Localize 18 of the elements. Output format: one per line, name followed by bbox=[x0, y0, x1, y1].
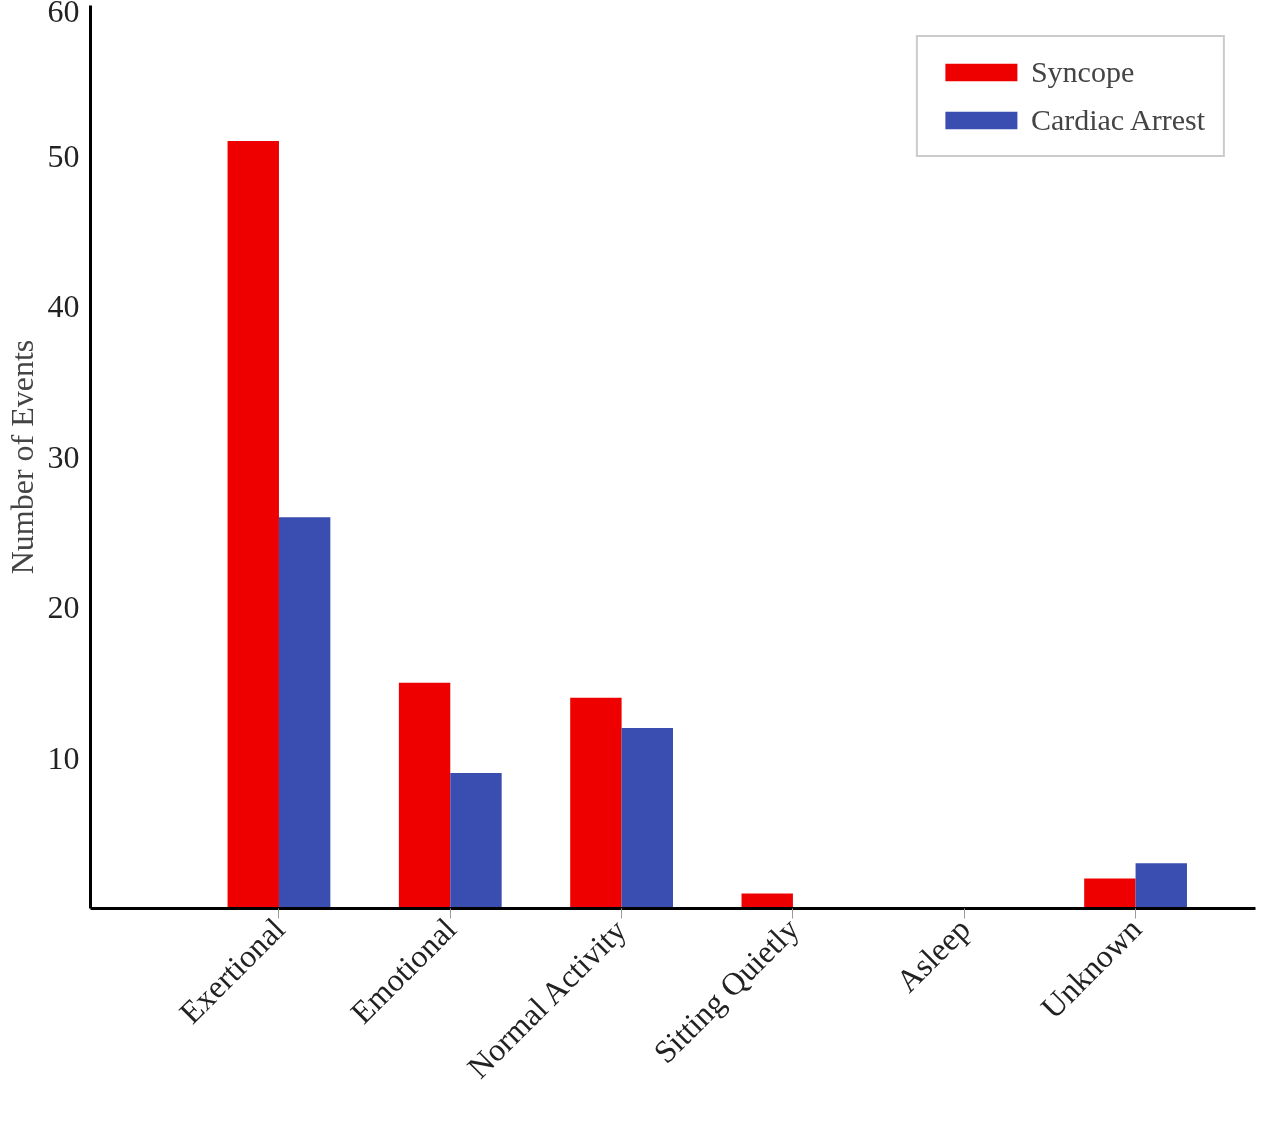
bar bbox=[621, 727, 673, 909]
y-tick-label: 20 bbox=[47, 589, 80, 625]
legend-label: Cardiac Arrest bbox=[1030, 103, 1205, 137]
bar bbox=[570, 697, 622, 909]
y-tick-label: 30 bbox=[47, 438, 80, 475]
y-tick-label: 50 bbox=[47, 137, 80, 174]
bar bbox=[1135, 863, 1187, 909]
bar bbox=[398, 682, 451, 909]
bar bbox=[227, 140, 279, 909]
bar bbox=[1084, 878, 1136, 909]
bar bbox=[450, 773, 502, 909]
legend-label: Syncope bbox=[1030, 55, 1135, 89]
y-axis-title: Number of Events bbox=[3, 339, 40, 575]
bar bbox=[741, 893, 793, 909]
y-tick-label: 60 bbox=[47, 0, 80, 29]
y-tick-label: 10 bbox=[47, 739, 80, 776]
y-tick-label: 40 bbox=[47, 288, 80, 324]
bar bbox=[278, 517, 331, 909]
